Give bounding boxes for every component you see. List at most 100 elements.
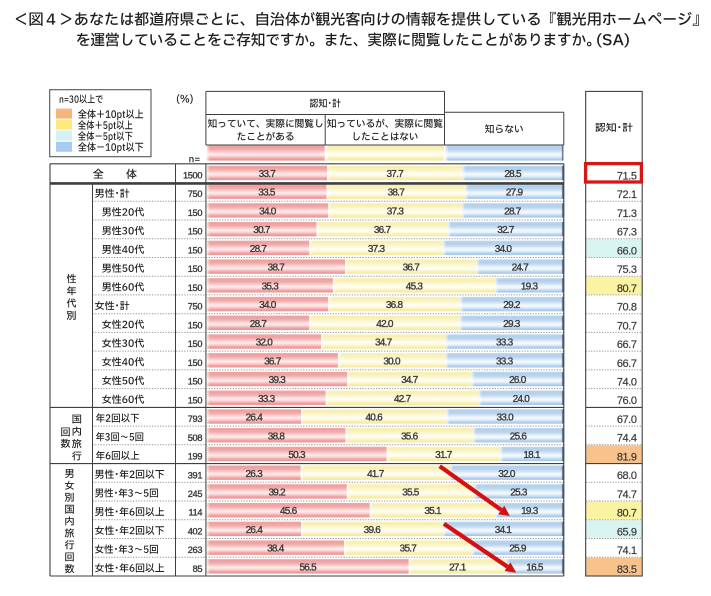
svg-text:30.7: 30.7 <box>253 225 271 236</box>
svg-text:150: 150 <box>188 320 203 330</box>
svg-text:150: 150 <box>188 358 203 368</box>
svg-text:32.0: 32.0 <box>256 338 274 349</box>
svg-text:80.7: 80.7 <box>617 283 637 295</box>
svg-text:25.3: 25.3 <box>510 488 528 499</box>
svg-text:42.0: 42.0 <box>376 319 394 330</box>
svg-text:402: 402 <box>188 527 203 537</box>
svg-text:71.5: 71.5 <box>617 170 637 182</box>
svg-text:76.0: 76.0 <box>617 395 637 407</box>
svg-text:29.2: 29.2 <box>503 300 521 311</box>
svg-text:33.3: 33.3 <box>496 356 514 367</box>
svg-text:28.7: 28.7 <box>250 244 268 255</box>
svg-text:508: 508 <box>188 433 203 443</box>
svg-text:80.7: 80.7 <box>617 508 637 520</box>
svg-text:26.4: 26.4 <box>246 525 264 536</box>
svg-text:245: 245 <box>188 489 203 499</box>
svg-text:750: 750 <box>188 302 203 312</box>
svg-text:33.5: 33.5 <box>258 188 276 199</box>
svg-text:38.7: 38.7 <box>388 188 406 199</box>
svg-text:793: 793 <box>188 414 203 424</box>
svg-text:72.1: 72.1 <box>617 189 637 201</box>
svg-text:150: 150 <box>188 377 203 387</box>
svg-text:24.0: 24.0 <box>513 394 531 405</box>
svg-text:34.0: 34.0 <box>259 300 277 311</box>
svg-text:33.7: 33.7 <box>259 169 277 180</box>
svg-text:74.1: 74.1 <box>617 545 637 557</box>
svg-text:66.7: 66.7 <box>617 339 637 351</box>
svg-text:24.7: 24.7 <box>512 263 530 274</box>
svg-text:83.5: 83.5 <box>617 564 637 576</box>
svg-text:19.3: 19.3 <box>521 506 539 517</box>
svg-text:38.8: 38.8 <box>268 431 286 442</box>
svg-text:150: 150 <box>188 227 203 237</box>
svg-text:30.0: 30.0 <box>383 356 401 367</box>
svg-text:37.3: 37.3 <box>368 244 386 255</box>
svg-text:29.3: 29.3 <box>503 319 521 330</box>
svg-text:36.8: 36.8 <box>386 300 404 311</box>
svg-text:150: 150 <box>188 283 203 293</box>
svg-text:31.7: 31.7 <box>435 450 453 461</box>
svg-text:18.1: 18.1 <box>523 450 541 461</box>
svg-text:150: 150 <box>188 339 203 349</box>
svg-text:42.7: 42.7 <box>394 394 412 405</box>
svg-text:35.7: 35.7 <box>400 544 418 555</box>
svg-text:45.3: 45.3 <box>406 281 424 292</box>
svg-text:74.0: 74.0 <box>617 377 637 389</box>
svg-text:150: 150 <box>188 245 203 255</box>
svg-text:67.3: 67.3 <box>617 227 637 239</box>
svg-text:25.6: 25.6 <box>510 431 528 442</box>
svg-text:35.5: 35.5 <box>402 488 420 499</box>
svg-text:26.3: 26.3 <box>245 469 263 480</box>
svg-text:28.7: 28.7 <box>504 207 522 218</box>
svg-text:74.4: 74.4 <box>617 433 637 445</box>
svg-text:27.9: 27.9 <box>506 188 524 199</box>
svg-text:45.6: 45.6 <box>280 506 298 517</box>
svg-text:67.0: 67.0 <box>617 414 637 426</box>
svg-text:36.7: 36.7 <box>374 225 392 236</box>
svg-text:75.3: 75.3 <box>617 264 637 276</box>
svg-text:33.0: 33.0 <box>496 413 514 424</box>
svg-text:36.7: 36.7 <box>403 263 421 274</box>
svg-text:114: 114 <box>188 508 202 518</box>
svg-text:70.8: 70.8 <box>617 302 637 314</box>
svg-text:36.7: 36.7 <box>264 356 282 367</box>
svg-text:41.7: 41.7 <box>367 469 385 480</box>
svg-text:25.9: 25.9 <box>509 544 527 555</box>
svg-text:28.7: 28.7 <box>250 319 268 330</box>
svg-text:34.0: 34.0 <box>495 244 513 255</box>
svg-text:34.0: 34.0 <box>259 207 277 218</box>
svg-text:38.7: 38.7 <box>268 263 286 274</box>
svg-text:33.3: 33.3 <box>258 394 276 405</box>
svg-text:34.1: 34.1 <box>495 525 513 536</box>
svg-text:28.5: 28.5 <box>504 169 522 180</box>
svg-text:37.7: 37.7 <box>386 169 404 180</box>
svg-text:150: 150 <box>188 395 203 405</box>
svg-text:33.3: 33.3 <box>496 338 514 349</box>
svg-text:35.1: 35.1 <box>424 506 442 517</box>
svg-text:150: 150 <box>188 208 203 218</box>
svg-text:39.6: 39.6 <box>364 525 382 536</box>
svg-text:71.3: 71.3 <box>617 208 637 220</box>
svg-text:1500: 1500 <box>183 171 202 181</box>
svg-text:32.7: 32.7 <box>497 225 515 236</box>
svg-text:85: 85 <box>193 564 203 574</box>
svg-text:26.0: 26.0 <box>509 375 527 386</box>
svg-text:65.9: 65.9 <box>617 526 637 538</box>
svg-text:16.5: 16.5 <box>526 562 544 573</box>
svg-text:38.4: 38.4 <box>267 544 285 555</box>
svg-text:34.7: 34.7 <box>401 375 419 386</box>
svg-text:35.6: 35.6 <box>401 431 419 442</box>
svg-text:40.6: 40.6 <box>365 413 383 424</box>
svg-text:70.7: 70.7 <box>617 320 637 332</box>
svg-text:19.3: 19.3 <box>521 281 539 292</box>
svg-text:39.2: 39.2 <box>268 488 286 499</box>
svg-text:35.3: 35.3 <box>262 281 280 292</box>
svg-text:26.4: 26.4 <box>246 413 264 424</box>
svg-text:81.9: 81.9 <box>617 451 637 463</box>
svg-text:66.7: 66.7 <box>617 358 637 370</box>
svg-text:263: 263 <box>188 545 203 555</box>
svg-text:34.7: 34.7 <box>375 338 393 349</box>
svg-text:750: 750 <box>188 189 203 199</box>
svg-text:150: 150 <box>188 264 203 274</box>
svg-text:27.1: 27.1 <box>449 562 467 573</box>
